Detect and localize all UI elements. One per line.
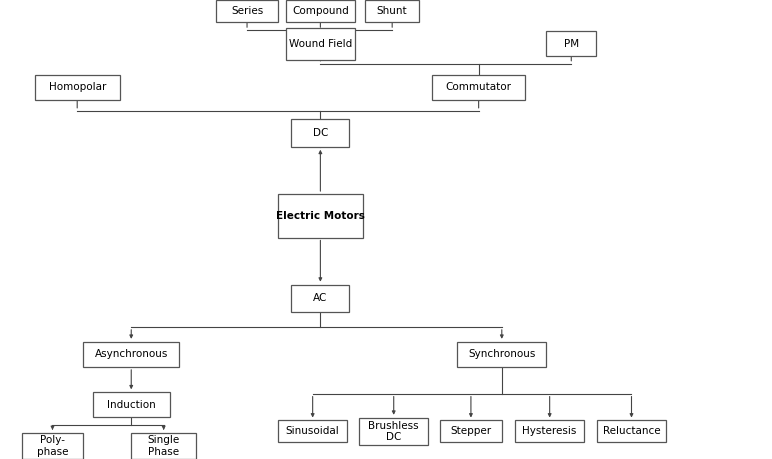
- Text: Hysteresis: Hysteresis: [523, 426, 577, 437]
- Text: DC: DC: [313, 128, 328, 138]
- Text: Stepper: Stepper: [450, 426, 492, 437]
- FancyBboxPatch shape: [35, 74, 120, 100]
- Text: Induction: Induction: [107, 400, 156, 410]
- Text: Synchronous: Synchronous: [468, 349, 536, 359]
- Text: Reluctance: Reluctance: [603, 426, 660, 437]
- FancyBboxPatch shape: [292, 119, 349, 147]
- FancyBboxPatch shape: [83, 341, 179, 367]
- Text: Asynchronous: Asynchronous: [94, 349, 168, 359]
- Text: Brushless
DC: Brushless DC: [368, 420, 419, 442]
- Text: Wound Field: Wound Field: [289, 39, 352, 49]
- FancyBboxPatch shape: [286, 0, 355, 22]
- FancyBboxPatch shape: [286, 28, 355, 60]
- FancyBboxPatch shape: [440, 420, 502, 442]
- Text: PM: PM: [564, 39, 579, 49]
- Text: Homopolar: Homopolar: [49, 82, 106, 92]
- Text: AC: AC: [313, 293, 327, 303]
- FancyBboxPatch shape: [457, 341, 547, 367]
- FancyBboxPatch shape: [292, 285, 349, 312]
- Text: Electric Motors: Electric Motors: [276, 211, 365, 221]
- FancyBboxPatch shape: [359, 418, 428, 445]
- FancyBboxPatch shape: [93, 392, 170, 418]
- FancyBboxPatch shape: [22, 433, 83, 459]
- Text: Series: Series: [231, 6, 263, 17]
- FancyBboxPatch shape: [278, 420, 347, 442]
- Text: Compound: Compound: [292, 6, 349, 17]
- FancyBboxPatch shape: [278, 194, 363, 237]
- FancyBboxPatch shape: [597, 420, 666, 442]
- FancyBboxPatch shape: [365, 0, 419, 22]
- FancyBboxPatch shape: [432, 74, 525, 100]
- FancyBboxPatch shape: [515, 420, 584, 442]
- Text: Sinusoidal: Sinusoidal: [286, 426, 340, 437]
- FancyBboxPatch shape: [216, 0, 278, 22]
- Text: Commutator: Commutator: [445, 82, 512, 92]
- FancyBboxPatch shape: [130, 433, 196, 459]
- Text: Shunt: Shunt: [377, 6, 408, 17]
- Text: Single
Phase: Single Phase: [147, 435, 180, 457]
- FancyBboxPatch shape: [547, 31, 597, 56]
- Text: Poly-
phase: Poly- phase: [37, 435, 68, 457]
